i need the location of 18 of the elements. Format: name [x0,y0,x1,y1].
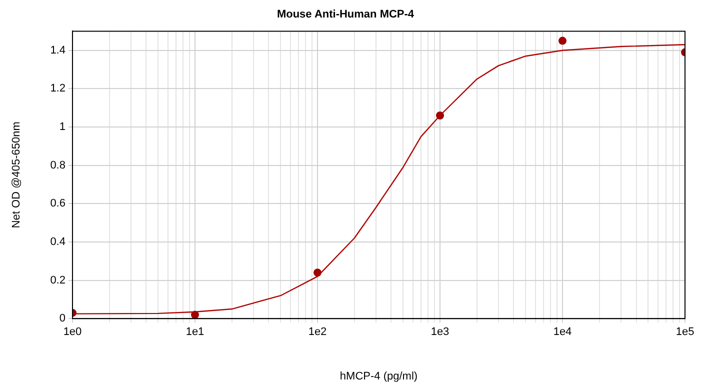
x-tick-label: 1e1 [186,326,204,338]
chart-title: Mouse Anti-Human MCP-4 [276,8,415,21]
x-axis-title: hMCP-4 (pg/ml) [340,370,418,382]
x-tick-label: 1e5 [676,326,694,338]
y-axis-title: Net OD @405-650nm [10,122,23,228]
x-tick-label: 1e2 [308,326,327,338]
y-tick-label: 0.4 [50,236,66,248]
y-tick-label: 0.6 [50,198,66,210]
point [558,36,566,45]
x-tick-label: 1e3 [430,326,450,338]
y-tick-label: 1.2 [50,82,66,95]
y-tick-label: 0 [59,312,66,325]
y-tick-label: 0.8 [50,159,66,172]
y-tick-label: 1.4 [50,44,66,56]
x-tick-label: 1e0 [63,326,82,338]
y-tick-label: 1 [59,121,66,134]
y-tick-label: 0.2 [50,274,66,286]
x-tick-label: 1e4 [553,326,572,338]
